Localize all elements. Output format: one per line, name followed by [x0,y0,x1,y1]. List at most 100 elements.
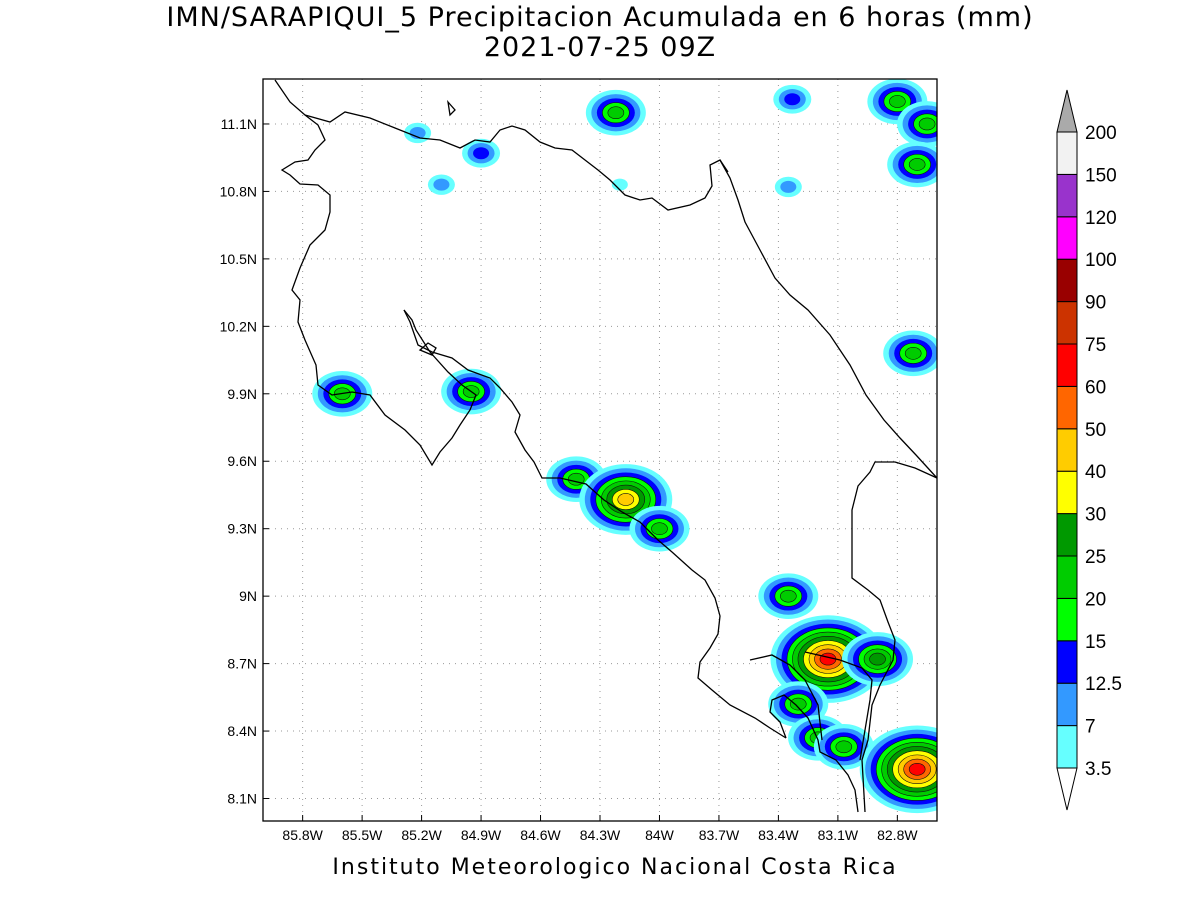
colorbar-label: 12.5 [1085,674,1122,695]
lat-tick-label: 9N [239,588,257,604]
nicoya-gulf [403,309,787,739]
colorbar-label: 50 [1085,420,1106,441]
colorbar-swatch [1056,216,1078,260]
precip-contour [784,93,801,106]
lon-tick-label: 84.9W [461,827,502,843]
precip-cell [546,456,607,503]
colorbar-label: 75 [1085,335,1106,356]
colorbar-swatch [1056,725,1078,769]
map-gridlines [263,79,937,821]
nicaragua-border [304,111,729,211]
lon-tick-label: 84.6W [520,827,561,843]
colorbar-label: 30 [1085,505,1106,526]
island-1 [418,342,437,356]
map-frame [262,78,938,822]
precip-contour [651,522,668,535]
precip-contour [918,117,936,131]
colorbar-label: 200 [1085,123,1117,144]
lat-tick-label: 11.1N [221,116,257,132]
lat-tick-label: 10.2N [220,318,257,334]
lat-tick-label: 10.5N [220,251,257,267]
precip-contour [611,178,628,191]
precip-cell [897,101,937,147]
precip-contour [904,347,922,360]
precip-cell [768,681,829,727]
lat-tick-label: 8.4N [227,723,257,739]
lat-tick-label: 9.6N [227,453,257,469]
precip-contour [433,178,450,191]
lon-tick-label: 84W [645,827,675,843]
osa-peninsula [769,694,859,813]
lat-tick-label: 9.9N [227,386,257,402]
colorbar-swatch [1056,173,1078,218]
colorbar-label: 20 [1085,589,1106,610]
colorbar-label: 100 [1085,250,1117,271]
golfo-dulce [749,651,873,761]
lon-tick-label: 85.8W [282,827,323,843]
precip-cell [887,141,937,188]
precip-cell [758,573,819,619]
coastline [274,79,937,813]
precip-contour [908,158,926,171]
colorbar-swatch [1056,343,1078,387]
colorbar-label: 60 [1085,377,1106,398]
precip-cell [611,178,628,191]
precip-cell [462,138,501,168]
lat-tick-label: 10.8N [220,183,257,199]
precip-contour [789,697,807,711]
precip-contour [617,493,635,506]
precip-cell [773,84,812,114]
precip-contour [473,147,490,160]
lon-tick-label: 82.8W [877,827,918,843]
nicaragua-coast [274,79,477,467]
lon-tick-label: 83.4W [758,827,799,843]
colorbar-label: 40 [1085,462,1106,483]
colorbar-arrow-low [1056,767,1078,811]
latitude-labels: 8.1N 8.4N 8.7N 9N 9.3N 9.6N 9.9N 10.2N 10.5N 10.8… [220,116,257,807]
precip-contour [889,95,906,108]
colorbar-label: 25 [1085,547,1106,568]
colorbar-arrow-high [1056,89,1078,133]
precip-contour [780,589,797,603]
colorbar-label: 7 [1085,717,1096,738]
precip-contour [607,106,625,120]
lon-tick-label: 85.2W [401,827,442,843]
island-2 [447,99,456,117]
colorbar-swatch [1056,682,1078,727]
precip-cell [883,330,937,377]
precip-cell [813,724,874,770]
lat-tick-label: 8.1N [227,791,257,807]
colorbar-label: 120 [1085,208,1117,229]
precipitation-field [312,79,937,814]
colorbar-label: 15 [1085,632,1106,653]
map-title: IMN/SARAPIQUI_5 Precipitacion Acumulada … [166,2,1034,33]
precip-cell [842,632,914,687]
precip-cell [859,725,937,814]
lon-tick-label: 84.3W [580,827,621,843]
lat-tick-label: 9.3N [227,521,257,537]
precip-cell [427,174,455,195]
colorbar-swatch [1056,131,1078,175]
precip-contour [835,740,853,754]
colorbar-swatch [1056,513,1078,557]
lon-tick-label: 83.1W [818,827,859,843]
map-datetime: 2021-07-25 09Z [483,32,717,63]
footer-credit: Instituto Meteorologico Nacional Costa R… [332,855,898,880]
colorbar-label: 90 [1085,293,1106,314]
colorbar-swatch [1056,597,1078,642]
colorbar-swatch [1056,555,1078,599]
precip-contour [780,180,797,193]
precip-contour [908,762,926,776]
precip-cell [629,505,690,552]
colorbar-label: 3.5 [1085,759,1111,780]
precip-cell [585,89,646,136]
colorbar-swatch [1056,470,1078,515]
lon-tick-label: 83.7W [699,827,740,843]
colorbar-swatch [1056,428,1078,472]
panama-border [851,461,937,813]
colorbar-legend: 3.5 7 12.5 15 20 25 30 40 50 60 75 90 100 120 150 200 [1056,89,1122,811]
lat-tick-label: 8.7N [227,656,257,672]
precip-cell [774,176,802,198]
colorbar-label: 150 [1085,165,1117,186]
